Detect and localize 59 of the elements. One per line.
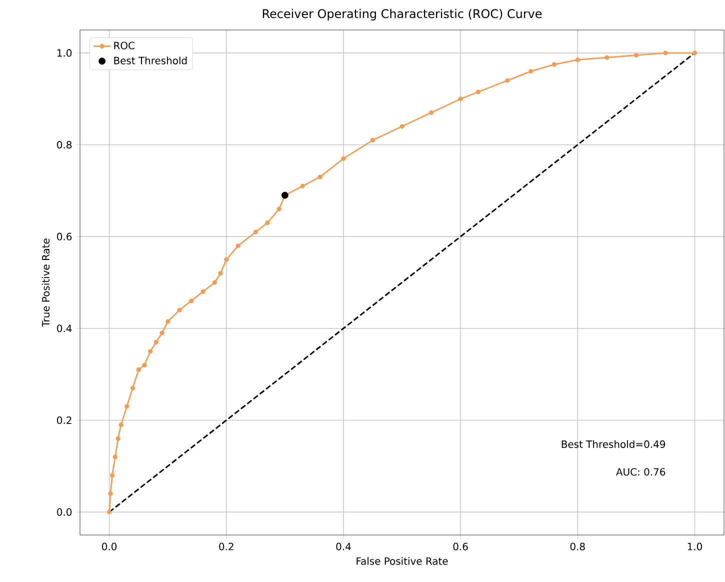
point xyxy=(505,78,510,83)
point xyxy=(236,243,240,248)
point xyxy=(575,58,580,62)
point xyxy=(341,156,346,161)
point xyxy=(692,50,698,56)
x-tick-label: 1.0 xyxy=(688,542,702,550)
legend-label: Best Threshold xyxy=(114,56,187,64)
y-tick-label: 0.8 xyxy=(57,140,72,149)
point xyxy=(458,96,463,102)
point xyxy=(136,367,141,372)
point xyxy=(154,340,158,344)
x-tick-label: 0.0 xyxy=(102,542,117,550)
point xyxy=(124,404,130,409)
y-tick-label: 1.0 xyxy=(57,49,72,57)
point xyxy=(110,473,114,478)
point xyxy=(212,280,217,285)
point xyxy=(116,436,120,441)
point xyxy=(528,69,534,74)
point xyxy=(112,454,118,460)
x-tick-label: 0.2 xyxy=(219,542,234,550)
point xyxy=(118,422,124,428)
point xyxy=(224,257,229,262)
point xyxy=(142,362,147,368)
point xyxy=(218,271,223,276)
point xyxy=(160,330,164,336)
point xyxy=(188,298,194,304)
y-tick-label: 0.6 xyxy=(57,232,72,240)
point xyxy=(130,386,135,390)
point xyxy=(200,289,206,294)
y-tick-label: 0.0 xyxy=(57,508,72,516)
chart-title: Receiver Operating Characteristic (ROC) Curve xyxy=(262,8,542,20)
point xyxy=(148,349,153,354)
point xyxy=(370,138,376,142)
point xyxy=(318,174,322,180)
point xyxy=(300,184,305,188)
point xyxy=(663,50,668,56)
x-axis-title: False Positive Rate xyxy=(356,557,448,565)
y-axis-title: True Positive Rate xyxy=(42,238,50,327)
point xyxy=(634,52,638,58)
point xyxy=(276,206,282,212)
legend-label: ROC xyxy=(114,42,134,50)
y-tick-label: 0.2 xyxy=(57,416,72,424)
point xyxy=(552,62,557,67)
point xyxy=(604,55,610,60)
y-tick-label: 0.4 xyxy=(57,324,72,332)
x-tick-label: 0.8 xyxy=(570,542,585,550)
x-tick-label: 0.6 xyxy=(453,542,468,550)
point xyxy=(265,220,270,226)
point xyxy=(108,491,113,496)
point xyxy=(476,90,480,94)
point xyxy=(400,124,404,129)
point xyxy=(106,510,112,514)
point xyxy=(428,110,434,115)
point xyxy=(253,230,258,234)
annotation: Best Threshold=0.49 xyxy=(562,440,666,448)
point xyxy=(166,319,170,324)
point xyxy=(177,308,182,312)
x-tick-label: 0.4 xyxy=(336,542,351,550)
annotation: AUC: 0.76 xyxy=(616,468,666,476)
